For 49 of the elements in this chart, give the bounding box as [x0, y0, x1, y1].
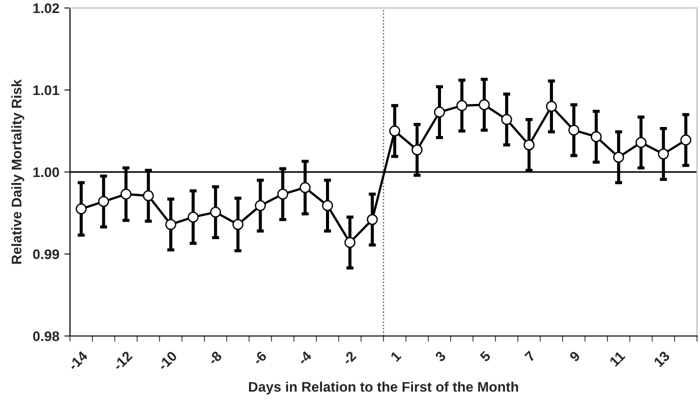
point	[254, 200, 266, 212]
y-tick-label: 1.02	[33, 3, 60, 14]
point	[142, 190, 154, 202]
y-tick-label: 1.01	[33, 85, 60, 96]
x-tick-label: -14	[68, 350, 88, 371]
point	[546, 100, 557, 112]
x-tick-label: -8	[207, 350, 222, 366]
point	[300, 182, 311, 194]
point	[188, 212, 199, 223]
x-tick-label: -2	[342, 350, 357, 366]
point	[322, 200, 334, 212]
point	[412, 144, 423, 156]
x-tick-label: -12	[112, 350, 133, 371]
point	[98, 196, 110, 208]
x-tick-label: -6	[252, 350, 268, 366]
y-tick-label: 0.99	[33, 249, 60, 260]
point	[658, 148, 669, 160]
point	[590, 131, 602, 142]
x-tick-label: 13	[653, 350, 670, 368]
x-tick-label: -10	[157, 350, 178, 371]
point	[76, 203, 87, 214]
x-axis-title: Days in Relation to the First of the Month	[249, 382, 518, 395]
point	[344, 237, 356, 248]
x-tick-label: 3	[434, 350, 446, 362]
y-tick-label: 1.00	[33, 167, 60, 178]
point	[501, 114, 512, 126]
point	[165, 218, 176, 230]
point	[277, 188, 288, 200]
point	[210, 206, 222, 218]
x-tick-label: 9	[568, 350, 581, 362]
point	[232, 218, 244, 230]
y-tick-label: 0.98	[33, 331, 60, 342]
point	[434, 106, 445, 118]
point	[120, 188, 132, 200]
x-tick-label: 11	[609, 350, 626, 367]
point	[613, 152, 624, 163]
point	[478, 99, 490, 110]
point	[680, 134, 692, 146]
x-tick-label: 1	[390, 350, 402, 362]
point	[568, 124, 580, 136]
y-axis-title: Relative Daily Mortality Risk	[11, 79, 24, 264]
point	[524, 139, 535, 150]
point	[636, 136, 647, 148]
point	[389, 126, 400, 136]
x-tick-label: 7	[524, 350, 536, 362]
point	[366, 214, 378, 226]
x-tick-label: 5	[479, 350, 492, 362]
x-tick-label: -4	[297, 350, 312, 366]
point	[456, 100, 468, 112]
